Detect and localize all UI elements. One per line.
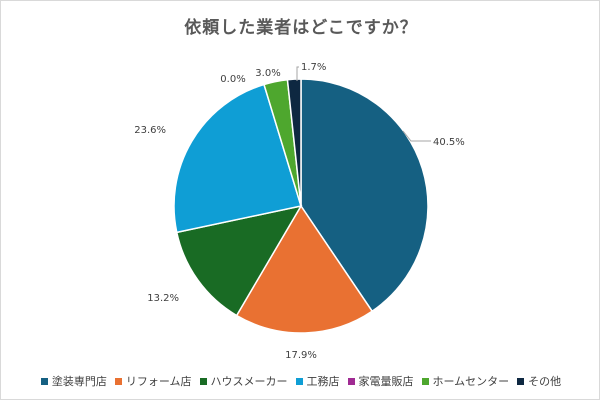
legend-item-1: 塗装専門店 bbox=[40, 373, 107, 389]
legend-label-5: 家電量販店 bbox=[358, 375, 414, 388]
pie-slice-3 bbox=[175, 204, 303, 317]
leader-line-7 bbox=[296, 66, 299, 81]
legend-swatch-6 bbox=[421, 377, 429, 385]
data-label-5: 0.0% bbox=[220, 74, 245, 85]
legend-swatch-1 bbox=[40, 377, 48, 385]
leader-line-1 bbox=[402, 130, 431, 142]
legend-item-3: ハウスメーカー bbox=[199, 373, 288, 389]
legend: 塗装専門店 リフォーム店 ハウスメーカー 工務店 家電量販店 ホームセンター その他 bbox=[1, 373, 600, 389]
legend-swatch-2 bbox=[114, 377, 122, 385]
pie-slice-2 bbox=[235, 204, 374, 334]
chart-title: 依頼した業者はどこですか？ bbox=[184, 18, 418, 38]
legend-item-5: 家電量販店 bbox=[347, 373, 414, 389]
legend-label-4: 工務店 bbox=[306, 375, 340, 388]
pie-slice-7 bbox=[286, 78, 302, 207]
legend-swatch-3 bbox=[199, 377, 207, 385]
data-label-1: 40.5% bbox=[433, 137, 465, 148]
legend-label-7: その他 bbox=[528, 375, 562, 388]
legend-swatch-7 bbox=[517, 377, 525, 385]
data-label-6: 3.0% bbox=[255, 68, 280, 79]
pie-slice-1 bbox=[300, 78, 429, 313]
legend-item-2: リフォーム店 bbox=[114, 373, 192, 389]
legend-label-3: ハウスメーカー bbox=[210, 375, 288, 388]
legend-item-6: ホームセンター bbox=[421, 373, 510, 389]
data-label-4: 23.6% bbox=[134, 125, 166, 136]
pie-slice-4 bbox=[173, 83, 302, 234]
legend-label-2: リフォーム店 bbox=[125, 375, 192, 388]
data-label-2: 17.9% bbox=[285, 350, 317, 361]
legend-item-4: 工務店 bbox=[295, 373, 340, 389]
legend-item-7: その他 bbox=[517, 373, 561, 389]
legend-label-6: ホームセンター bbox=[432, 375, 510, 388]
legend-swatch-4 bbox=[295, 377, 303, 385]
legend-label-1: 塗装専門店 bbox=[51, 375, 107, 388]
data-label-3: 13.2% bbox=[147, 293, 179, 304]
data-label-7: 1.7% bbox=[301, 62, 326, 73]
legend-swatch-5 bbox=[347, 377, 355, 385]
